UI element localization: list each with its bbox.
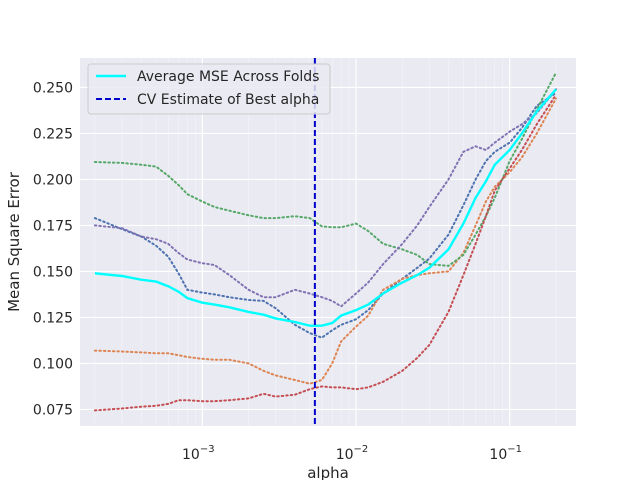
y-axis-label: Mean Square Error: [5, 171, 23, 312]
y-tick-label: 0.150: [33, 264, 73, 280]
x-axis-label: alpha: [307, 464, 349, 480]
y-tick-label: 0.225: [33, 126, 73, 142]
y-tick-label: 0.125: [33, 310, 73, 326]
y-tick-label: 0.100: [33, 356, 73, 372]
y-tick-label: 0.200: [33, 172, 73, 188]
average-mse-line: [94, 88, 557, 327]
fold-4-line: [93, 93, 557, 412]
x-tick-label: 10−3: [182, 444, 215, 463]
x-tick-label: 10−1: [489, 444, 522, 463]
plot-area: [80, 58, 576, 426]
fold-2-line: [93, 97, 557, 385]
fold-3-line: [93, 71, 557, 267]
x-tick-label: 10−2: [336, 444, 369, 463]
y-tick-label: 0.175: [33, 218, 73, 234]
tick-labels: 0.075 0.100 0.125 0.150 0.175 0.200 0.225 0.250…: [33, 80, 522, 463]
y-tick-label: 0.250: [33, 80, 73, 96]
legend-best-alpha-label: CV Estimate of Best alpha: [137, 92, 319, 108]
fold-5-line: [93, 88, 557, 308]
legend-box: [87, 63, 331, 115]
y-tick-label: 0.075: [33, 402, 73, 418]
legend: Average MSE Across Folds CV Estimate of …: [87, 63, 331, 115]
fold-1-line: [93, 92, 557, 339]
legend-average-label: Average MSE Across Folds: [137, 69, 319, 85]
series-layer: [93, 71, 557, 412]
